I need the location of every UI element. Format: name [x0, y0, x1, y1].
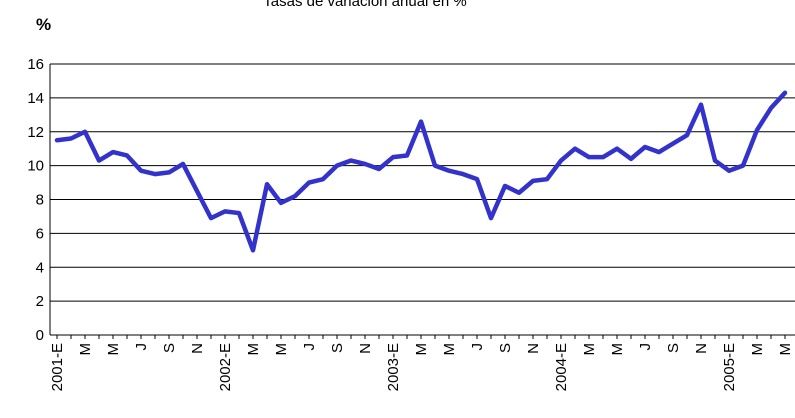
chart-title: Tasas de variación anual en % — [263, 0, 466, 10]
y-tick-label: 12 — [27, 124, 44, 141]
x-tick-label: S — [497, 343, 514, 353]
x-tick-label: S — [665, 343, 682, 353]
x-tick-label: S — [161, 343, 178, 353]
x-tick-label: J — [469, 343, 486, 351]
y-tick-label: 16 — [27, 56, 44, 73]
x-tick-label: M — [105, 343, 122, 356]
x-tick-label: 2001-E — [49, 343, 66, 391]
x-tick-label: M — [77, 343, 94, 356]
x-tick-label: M — [413, 343, 430, 356]
x-tick-label: 2003-E — [385, 343, 402, 391]
y-axis-label: % — [36, 15, 51, 34]
y-tick-label: 4 — [36, 259, 44, 276]
y-tick-label: 14 — [27, 90, 44, 107]
x-tick-label: 2002-E — [217, 343, 234, 391]
x-tick-label: M — [581, 343, 598, 356]
y-tick-label: 10 — [27, 158, 44, 175]
x-tick-label: M — [273, 343, 290, 356]
x-tick-label: J — [301, 343, 318, 351]
x-tick-label: M — [245, 343, 262, 356]
x-tick-label: M — [777, 343, 794, 356]
x-tick-label: N — [357, 343, 374, 354]
x-tick-label: M — [441, 343, 458, 356]
x-tick-label: 2004-E — [553, 343, 570, 391]
y-tick-label: 2 — [36, 293, 44, 310]
y-tick-label: 8 — [36, 192, 44, 209]
x-tick-label: S — [329, 343, 346, 353]
line-series — [54, 90, 788, 253]
x-tick-label: N — [693, 343, 710, 354]
y-tick-label: 6 — [36, 225, 44, 242]
x-tick-label: M — [609, 343, 626, 356]
x-tick-label: J — [637, 343, 654, 351]
x-tick-label: N — [525, 343, 542, 354]
x-tick-label: 2005-E — [721, 343, 738, 391]
x-tick-label: J — [133, 343, 150, 351]
y-tick-label: 0 — [36, 327, 44, 344]
x-tick-label: N — [189, 343, 206, 354]
x-tick-label: M — [749, 343, 766, 356]
